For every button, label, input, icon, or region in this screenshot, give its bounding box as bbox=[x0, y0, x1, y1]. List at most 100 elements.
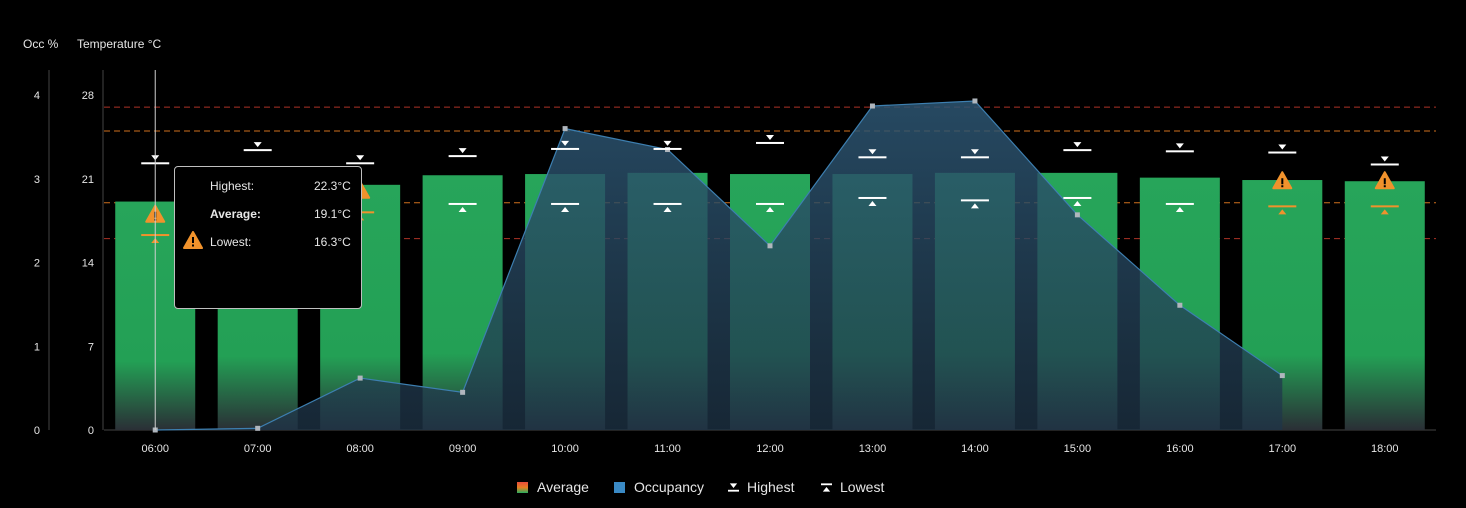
x-tick-label: 09:00 bbox=[449, 443, 477, 455]
x-tick-label: 11:00 bbox=[654, 443, 681, 455]
right-axis-title: Temperature °C bbox=[77, 37, 162, 51]
highest-marker bbox=[253, 142, 262, 148]
legend-item-average[interactable]: Average bbox=[517, 479, 589, 495]
x-tick-label: 15:00 bbox=[1064, 443, 1092, 455]
highest-marker-bar bbox=[1268, 151, 1297, 154]
highest-marker-bar bbox=[448, 155, 477, 158]
occupancy-point bbox=[255, 425, 261, 431]
tooltip-average-value: 19.1°C bbox=[314, 207, 351, 221]
highest-marker bbox=[970, 149, 979, 155]
legend-highest-label: Highest bbox=[747, 479, 795, 495]
x-tick-label: 16:00 bbox=[1166, 443, 1194, 455]
tooltip-highest-label: Highest: bbox=[210, 179, 255, 193]
highest-marker-bar bbox=[1370, 163, 1399, 166]
x-tick-label: 17:00 bbox=[1269, 443, 1297, 455]
x-tick-label: 18:00 bbox=[1371, 443, 1399, 455]
lowest-marker-icon bbox=[821, 483, 832, 492]
lowest-marker bbox=[868, 200, 877, 206]
occ-tick-label: 4 bbox=[34, 90, 40, 102]
lowest-marker-bar bbox=[1063, 196, 1092, 199]
highest-marker-bar bbox=[653, 147, 682, 150]
lowest-marker bbox=[1380, 209, 1389, 215]
legend-occupancy-label: Occupancy bbox=[634, 479, 705, 495]
x-tick-label: 12:00 bbox=[756, 443, 784, 455]
highest-marker bbox=[561, 140, 570, 146]
occupancy-point bbox=[357, 375, 363, 381]
lowest-marker-bar bbox=[1370, 205, 1399, 208]
average-swatch-icon bbox=[517, 482, 528, 493]
warning-icon bbox=[183, 231, 203, 249]
legend-item-highest[interactable]: Highest bbox=[728, 479, 794, 495]
occupancy-point bbox=[562, 126, 568, 132]
highest-marker bbox=[458, 148, 467, 154]
temp-tick-label: 28 bbox=[82, 90, 94, 102]
occupancy-line bbox=[155, 100, 1283, 431]
highest-marker-bar bbox=[346, 162, 375, 165]
legend-average-label: Average bbox=[537, 479, 589, 495]
occ-tick-label: 3 bbox=[34, 174, 40, 186]
high-low-markers bbox=[141, 134, 1399, 244]
occupancy-point bbox=[869, 103, 875, 109]
left-axis-title: Occ % bbox=[23, 37, 59, 51]
occ-tick-label: 0 bbox=[34, 425, 40, 437]
tooltip-average-label: Average: bbox=[210, 207, 261, 221]
lowest-marker bbox=[458, 206, 467, 212]
lowest-marker-bar bbox=[551, 202, 580, 205]
lowest-marker bbox=[1073, 200, 1082, 206]
highest-marker-icon bbox=[728, 483, 739, 492]
highest-marker bbox=[766, 134, 774, 140]
tooltip-lowest-label: Lowest: bbox=[210, 235, 252, 249]
temp-tick-label: 14 bbox=[82, 258, 94, 270]
highest-marker bbox=[663, 140, 672, 146]
occupancy-point bbox=[972, 98, 978, 104]
lowest-marker bbox=[970, 203, 979, 209]
x-tick-label: 14:00 bbox=[961, 443, 989, 455]
lowest-marker bbox=[766, 206, 774, 212]
x-tick-label: 08:00 bbox=[346, 443, 374, 455]
x-tick-label: 07:00 bbox=[244, 443, 272, 455]
highest-marker bbox=[868, 149, 877, 155]
highest-marker-bar bbox=[858, 156, 887, 159]
warning-icon-dot bbox=[1383, 185, 1386, 188]
temp-tick-label: 0 bbox=[88, 425, 94, 437]
highest-marker-bar bbox=[756, 141, 784, 144]
temp-tick-label: 21 bbox=[82, 174, 94, 186]
occupancy-point bbox=[460, 389, 466, 395]
legend-lowest-label: Lowest bbox=[840, 479, 885, 495]
warning-icon-mark bbox=[1383, 178, 1386, 185]
occupancy-area-fill bbox=[155, 100, 1283, 430]
average-bar bbox=[1344, 181, 1425, 430]
occupancy-point bbox=[1279, 373, 1285, 379]
highest-marker bbox=[1380, 156, 1389, 162]
highest-marker-bar bbox=[551, 147, 580, 150]
occupancy-point bbox=[1177, 302, 1183, 308]
highest-marker bbox=[1278, 144, 1287, 150]
lowest-marker-bar bbox=[1268, 205, 1297, 208]
temp-tick-label: 7 bbox=[88, 341, 94, 353]
warning-icon-mark bbox=[1281, 178, 1284, 185]
lowest-marker bbox=[561, 206, 570, 212]
occupancy-swatch-icon bbox=[614, 482, 625, 493]
x-tick-label: 13:00 bbox=[859, 443, 887, 455]
highest-marker bbox=[1175, 143, 1184, 149]
occupancy-point bbox=[767, 243, 773, 249]
highest-marker-bar bbox=[1165, 150, 1194, 153]
legend-item-occupancy[interactable]: Occupancy bbox=[614, 479, 704, 495]
warning-icon-dot bbox=[1281, 185, 1284, 188]
lowest-marker-bar bbox=[1165, 202, 1194, 205]
lowest-marker-bar bbox=[858, 196, 887, 199]
occ-tick-label: 2 bbox=[34, 258, 40, 270]
lowest-marker bbox=[663, 206, 672, 212]
lowest-marker-bar bbox=[448, 202, 477, 205]
lowest-marker bbox=[1175, 206, 1184, 212]
tooltip: Highest: 22.3°C Average: 19.1°C Lowest: … bbox=[174, 166, 362, 309]
lowest-marker bbox=[1278, 209, 1287, 215]
highest-marker bbox=[356, 155, 365, 161]
legend-item-lowest[interactable]: Lowest bbox=[821, 479, 884, 495]
highest-marker-bar bbox=[960, 156, 989, 159]
highest-marker-bar bbox=[1063, 149, 1092, 152]
lowest-marker-bar bbox=[960, 199, 989, 202]
highest-marker bbox=[1073, 142, 1082, 148]
tooltip-highest-value: 22.3°C bbox=[314, 179, 351, 193]
lowest-marker-bar bbox=[653, 202, 682, 205]
